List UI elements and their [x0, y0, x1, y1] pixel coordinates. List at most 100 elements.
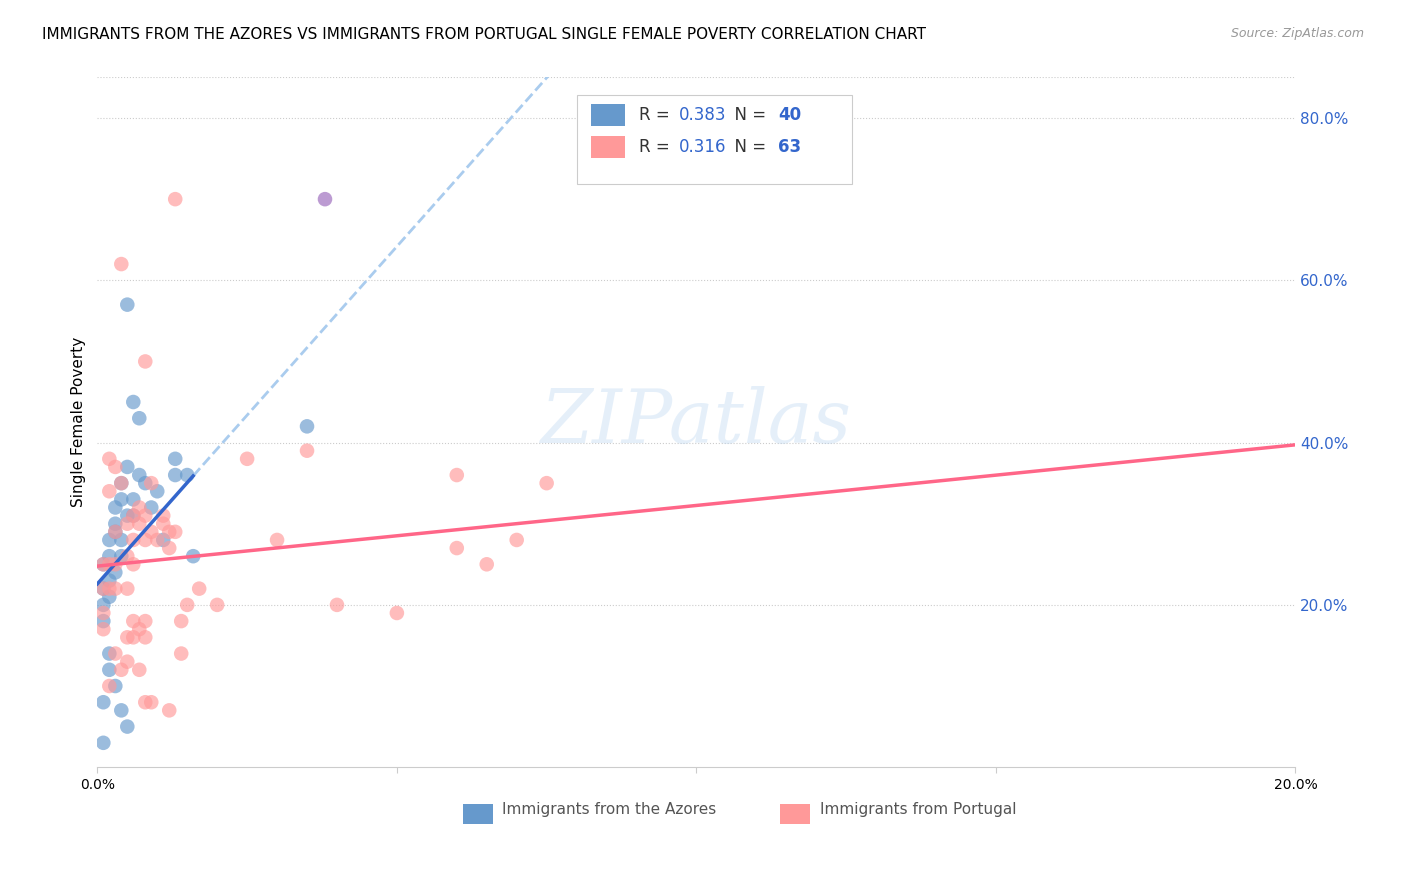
Point: [117, 516, 139, 531]
Point: [98, 582, 121, 596]
Point: [98, 679, 121, 693]
Point: [157, 524, 180, 539]
Text: 0.316: 0.316: [679, 138, 725, 156]
Point: [93, 598, 115, 612]
Point: [141, 524, 163, 539]
Point: [122, 508, 145, 523]
Point: [104, 679, 127, 693]
Point: [104, 516, 127, 531]
Point: [170, 614, 193, 628]
FancyBboxPatch shape: [591, 103, 624, 126]
Point: [93, 606, 115, 620]
Point: [122, 492, 145, 507]
Point: [181, 549, 204, 564]
Point: [110, 533, 132, 547]
Point: [128, 622, 150, 636]
Point: [122, 558, 145, 572]
Text: IMMIGRANTS FROM THE AZORES VS IMMIGRANTS FROM PORTUGAL SINGLE FEMALE POVERTY COR: IMMIGRANTS FROM THE AZORES VS IMMIGRANTS…: [42, 27, 927, 42]
Point: [93, 695, 115, 709]
Point: [141, 695, 163, 709]
Point: [93, 558, 115, 572]
Point: [134, 508, 156, 523]
Point: [93, 558, 115, 572]
FancyBboxPatch shape: [780, 805, 810, 823]
Point: [128, 468, 150, 483]
Point: [128, 516, 150, 531]
Point: [122, 614, 145, 628]
Point: [326, 598, 349, 612]
Point: [236, 451, 259, 466]
Text: Source: ZipAtlas.com: Source: ZipAtlas.com: [1230, 27, 1364, 40]
Point: [266, 533, 288, 547]
Point: [110, 492, 132, 507]
Point: [93, 582, 115, 596]
Text: ZIPatlas: ZIPatlas: [541, 386, 852, 458]
Point: [134, 533, 156, 547]
Point: [134, 614, 156, 628]
Point: [104, 582, 127, 596]
Text: R =: R =: [638, 105, 675, 124]
Point: [122, 508, 145, 523]
Point: [98, 549, 121, 564]
Point: [98, 647, 121, 661]
Point: [104, 524, 127, 539]
Point: [165, 192, 187, 206]
Text: N =: N =: [724, 138, 772, 156]
Text: 63: 63: [778, 138, 801, 156]
Point: [134, 695, 156, 709]
Point: [117, 298, 139, 312]
Point: [93, 622, 115, 636]
Point: [104, 647, 127, 661]
Point: [117, 655, 139, 669]
Point: [295, 443, 318, 458]
Point: [98, 663, 121, 677]
Point: [93, 614, 115, 628]
Point: [152, 516, 174, 531]
Text: Immigrants from the Azores: Immigrants from the Azores: [502, 802, 717, 817]
Point: [98, 558, 121, 572]
FancyBboxPatch shape: [591, 136, 624, 158]
Point: [314, 192, 336, 206]
Text: N =: N =: [724, 105, 772, 124]
Point: [205, 598, 228, 612]
Point: [122, 533, 145, 547]
Point: [117, 459, 139, 474]
Point: [170, 647, 193, 661]
Point: [117, 630, 139, 644]
FancyBboxPatch shape: [576, 95, 852, 185]
Point: [117, 582, 139, 596]
Point: [110, 476, 132, 491]
Text: 0.383: 0.383: [679, 105, 725, 124]
Point: [165, 468, 187, 483]
Point: [122, 630, 145, 644]
Point: [110, 549, 132, 564]
Point: [98, 574, 121, 588]
Point: [157, 703, 180, 717]
Point: [536, 476, 558, 491]
Point: [128, 500, 150, 515]
Text: R =: R =: [638, 138, 675, 156]
Point: [110, 703, 132, 717]
Point: [446, 468, 468, 483]
Point: [98, 451, 121, 466]
Point: [98, 590, 121, 604]
Point: [146, 533, 169, 547]
Text: Immigrants from Portugal: Immigrants from Portugal: [820, 802, 1017, 817]
Point: [165, 451, 187, 466]
Point: [152, 533, 174, 547]
Point: [128, 663, 150, 677]
Point: [188, 582, 211, 596]
Point: [176, 468, 198, 483]
Point: [295, 419, 318, 434]
Point: [141, 500, 163, 515]
Point: [93, 582, 115, 596]
Point: [385, 606, 408, 620]
Y-axis label: Single Female Poverty: Single Female Poverty: [72, 337, 86, 508]
Point: [117, 720, 139, 734]
Point: [104, 500, 127, 515]
Point: [117, 549, 139, 564]
Point: [110, 476, 132, 491]
Point: [104, 566, 127, 580]
FancyBboxPatch shape: [463, 805, 492, 823]
Point: [505, 533, 527, 547]
